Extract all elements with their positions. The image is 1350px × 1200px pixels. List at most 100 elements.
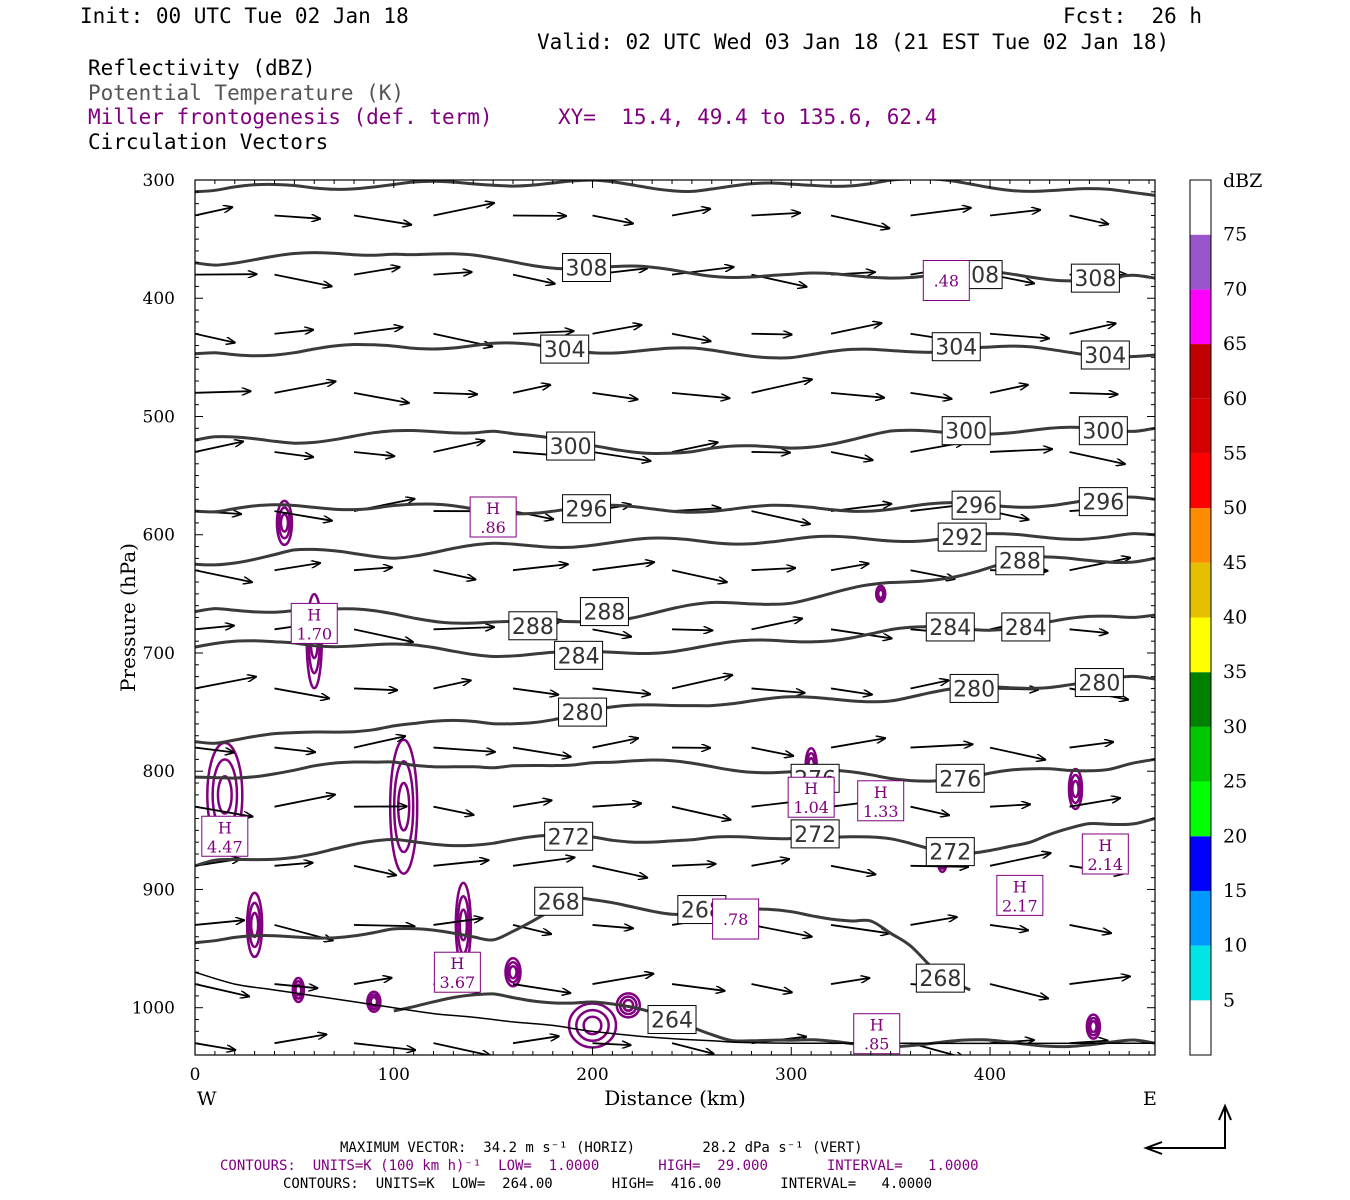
isentrope-label-box: [579, 597, 629, 627]
circulation-vector: [1069, 323, 1116, 335]
circulation-vector: [910, 680, 949, 690]
circulation-vector: [195, 391, 251, 393]
colorbar-tick-label: 55: [1223, 442, 1247, 464]
valid-time: Valid: 02 UTC Wed 03 Jan 18 (21 EST Tue …: [537, 30, 1170, 54]
circulation-vector: [274, 215, 321, 218]
frontogenesis-contour: [1085, 1013, 1102, 1040]
circulation-vector: [512, 564, 568, 572]
isentrope-label: 280: [953, 677, 995, 702]
circulation-vector: [671, 332, 711, 341]
circulation-vector: [433, 393, 477, 394]
isentrope-label: 264: [651, 1009, 693, 1034]
isentrope-label: 276: [939, 767, 981, 792]
circulation-vector: [592, 864, 648, 878]
frontogenesis-contour: [582, 1015, 603, 1036]
frontogenesis-contour: [450, 14, 456, 38]
isentrope-label-box: [1070, 263, 1120, 293]
frontogenesis-contour: [1069, 773, 1082, 805]
isentrope-288: [195, 555, 1155, 625]
frontogenesis-contour: [458, 908, 469, 942]
frontogenesis-max-label: .85: [864, 1035, 889, 1054]
circulation-vector: [353, 327, 402, 335]
colorbar-frame: [1189, 179, 1212, 1056]
circulation-vector: [353, 214, 411, 224]
isentrope-label: 292: [941, 526, 983, 551]
frontogenesis-max-box: [857, 780, 905, 822]
circulation-vector: [830, 451, 873, 460]
colorbar-swatch: [1190, 1000, 1211, 1055]
isentrope-label-box: [925, 837, 975, 867]
isentrope-304: [195, 341, 1155, 360]
colorbar-tick-label: 60: [1223, 388, 1247, 410]
isentrope-label-box: [995, 546, 1045, 576]
field-potential-temperature: Potential Temperature (K): [88, 81, 405, 105]
colorbar-tick-label: 40: [1223, 607, 1247, 629]
circulation-vector: [433, 441, 485, 453]
colorbar-tick-label: 50: [1223, 497, 1247, 519]
circulation-vector: [195, 207, 232, 217]
circulation-vector: [353, 567, 392, 570]
frontogenesis-max-label: H: [450, 954, 464, 973]
circulation-vector: [433, 272, 472, 275]
frontogenesis-max-label: .48: [934, 272, 959, 291]
circulation-vector: [195, 746, 234, 753]
circulation-vector: [592, 974, 654, 985]
frontogenesis-max-box: [853, 1013, 901, 1055]
circulation-vector: [512, 331, 573, 334]
circulation-vector: [592, 687, 651, 694]
colorbar-swatch: [1190, 672, 1211, 727]
frontogenesis-max-box: [712, 898, 760, 940]
circulation-vector: [274, 687, 330, 698]
circulation-vector: [830, 323, 881, 335]
isentrope-label: 296: [1082, 491, 1124, 516]
colorbar-tick-label: 10: [1223, 935, 1247, 957]
circulation-vector: [512, 858, 574, 867]
circulation-vector: [989, 210, 1040, 217]
circulation-vector: [512, 385, 550, 394]
circulation-vector: [751, 510, 810, 524]
circulation-vector: [195, 1042, 235, 1050]
circulation-vector: [512, 800, 551, 808]
frontogenesis-contour: [279, 512, 290, 533]
circulation-vector: [512, 983, 570, 993]
isentrope-label: 272: [794, 823, 836, 848]
circulation-vector: [751, 983, 792, 992]
colorbar-swatch: [1190, 508, 1211, 563]
colorbar-swatch: [1190, 726, 1211, 782]
circulation-vector: [195, 442, 243, 453]
footer-max-vector: MAXIMUM VECTOR: 34.2 m s⁻¹ (HORIZ) 28.2 …: [340, 1140, 863, 1156]
circulation-vector: [592, 451, 651, 461]
colorbar-swatch: [1190, 836, 1211, 891]
circulation-vector: [195, 569, 252, 582]
frontogenesis-max-box: [922, 260, 970, 302]
circulation-vector: [910, 866, 968, 867]
circulation-vector: [274, 563, 320, 572]
colorbar-swatch: [1190, 562, 1211, 618]
isentrope-label: 308: [1074, 267, 1116, 292]
circulation-vector: [671, 569, 727, 582]
reference-vector: [1143, 1103, 1232, 1155]
y-tick-label: 400: [143, 289, 175, 309]
circulation-vector: [592, 325, 642, 335]
isentrope-296: [195, 495, 1155, 516]
circulation-vector: [592, 1043, 631, 1045]
frontogenesis-max-label: 2.14: [1087, 855, 1123, 874]
circulation-vector: [830, 628, 892, 638]
colorbar: 5 10 15 20 25 30 35 40 45 50 55 60 65 70 75 dBZ: [1189, 170, 1262, 1056]
frontogenesis-max-box: [469, 496, 517, 538]
isentrope-label: 300: [550, 435, 592, 460]
isentrope-label-box: [951, 490, 1001, 520]
frontogenesis-contour: [508, 964, 518, 980]
frontogenesis-contour: [447, 0, 460, 58]
frontogenesis-max-box: [433, 951, 481, 993]
isentrope-label-box: [915, 963, 965, 993]
circulation-vector: [274, 330, 314, 334]
circulation-vector: [671, 675, 732, 690]
circulation-vector: [671, 983, 724, 991]
isentrope-label: 308: [566, 257, 608, 282]
isentrope-label-box: [1078, 416, 1128, 446]
y-axis-label: Pressure (hPa): [116, 543, 140, 692]
isentrope-label: 296: [566, 498, 608, 523]
colorbar-swatch: [1190, 781, 1211, 837]
